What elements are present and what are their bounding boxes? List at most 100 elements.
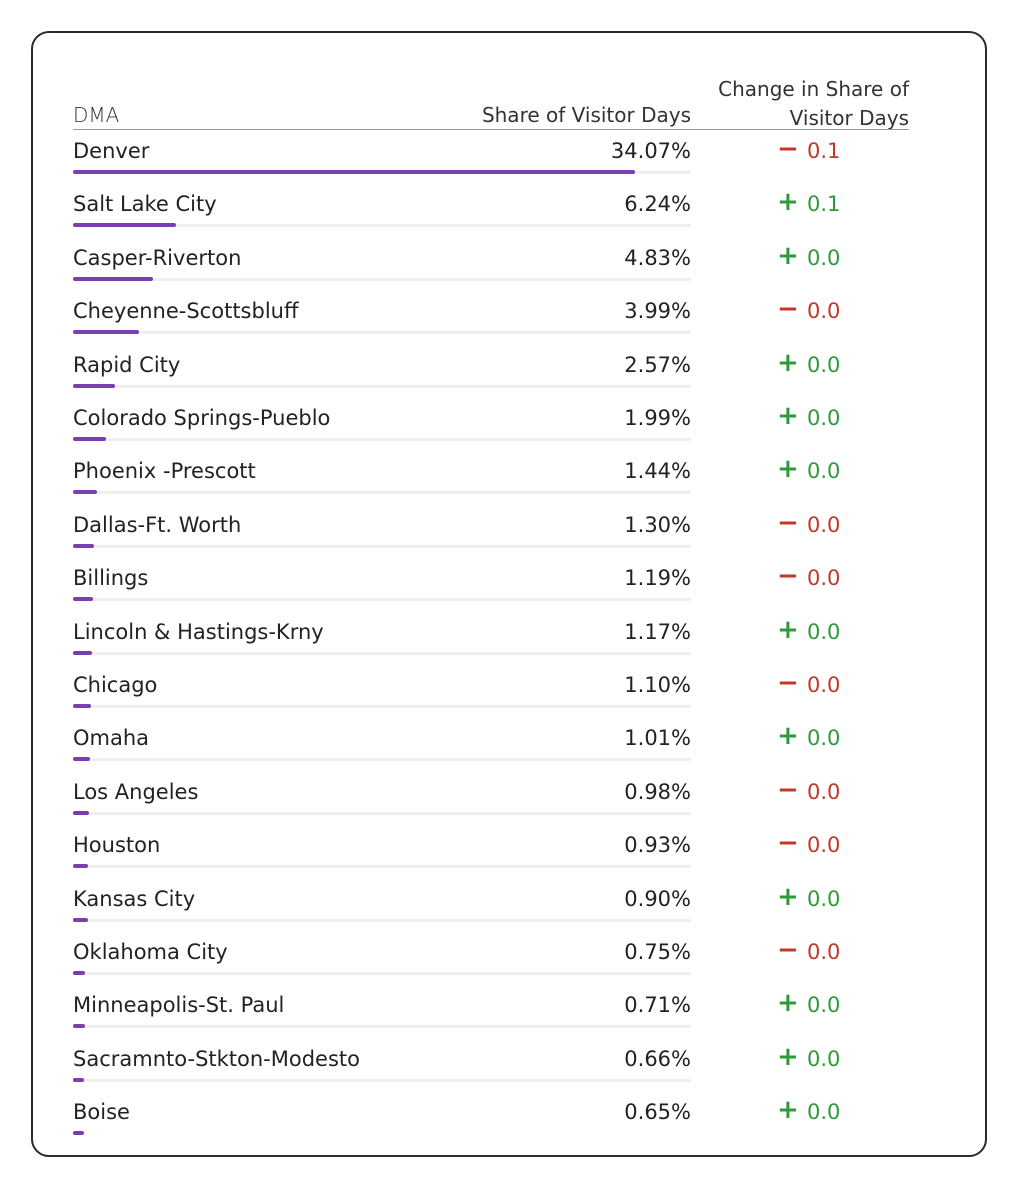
plus-icon: + (777, 1095, 799, 1126)
table-row: Rapid City 2.57% +0.0 (73, 350, 909, 393)
change-number: 0.0 (807, 619, 841, 644)
dma-name: Colorado Springs-Pueblo (73, 406, 331, 430)
table-row: Denver 34.07% −0.1 (73, 134, 909, 179)
table-row: Dallas-Ft. Worth 1.30% −0.0 (73, 507, 909, 553)
share-bar (73, 650, 93, 655)
share-bar (73, 543, 95, 548)
dma-name: Omaha (73, 726, 150, 751)
dma-name: Phoenix -Prescott (73, 459, 256, 484)
table-row: Minneapolis-St. Paul 0.71% +0.0 (73, 990, 909, 1033)
minus-icon: − (777, 935, 799, 965)
change-value: +0.0 (777, 1041, 840, 1072)
minus-icon: − (777, 134, 799, 164)
table-row: Kansas City 0.90% +0.0 (73, 881, 909, 927)
share-bar-track (73, 491, 691, 495)
dma-name: Rapid City (73, 352, 181, 377)
dma-name: Salt Lake City (73, 192, 217, 217)
table-row: Sacramnto-Stkton-Modesto 0.66% +0.0 (73, 1041, 909, 1087)
dma-name: Boise (73, 1100, 130, 1125)
change-value: −0.0 (777, 668, 841, 698)
plus-icon: + (777, 401, 799, 431)
share-bar (73, 971, 86, 975)
minus-icon: − (777, 828, 799, 859)
change-number: 0.0 (807, 673, 841, 697)
share-bar (73, 810, 90, 815)
share-value: 0.66% (624, 1046, 691, 1071)
share-bar-track (73, 544, 691, 548)
column-header-change: Change in Share of Visitor Days (693, 75, 909, 133)
plus-icon: + (777, 1041, 799, 1072)
change-value: +0.0 (777, 990, 840, 1017)
share-bar (73, 330, 139, 335)
minus-icon: − (777, 507, 799, 538)
table-row: Cheyenne-Scottsbluff 3.99% −0.0 (73, 294, 909, 339)
change-number: 0.0 (807, 833, 841, 858)
table-row: Billings 1.19% −0.0 (73, 561, 909, 606)
column-header-change-line1: Change in Share of (718, 77, 909, 101)
share-value: 6.24% (624, 192, 691, 217)
table-row: Oklahoma City 0.75% −0.0 (73, 935, 909, 980)
dma-name: Lincoln & Hastings-Krny (73, 619, 324, 644)
change-value: +0.0 (777, 614, 841, 645)
dma-name: Billings (73, 566, 149, 591)
share-bar-track (73, 1078, 691, 1082)
dma-name: Kansas City (73, 886, 196, 911)
share-value: 1.17% (624, 619, 691, 644)
change-number: 0.0 (807, 566, 841, 591)
share-value: 1.19% (624, 566, 691, 591)
change-number: 0.0 (807, 512, 841, 537)
share-bar-track (73, 865, 691, 869)
share-bar-track (73, 384, 691, 388)
minus-icon: − (777, 774, 799, 805)
change-value: −0.0 (777, 935, 840, 965)
share-value: 4.83% (624, 245, 691, 270)
dma-name: Minneapolis-St. Paul (73, 993, 285, 1018)
table-row: Chicago 1.10% −0.0 (73, 668, 909, 713)
share-bar (73, 437, 106, 441)
table-body: Denver 34.07% −0.1 Salt Lake City 6.24% +0.1 C… (33, 33, 989, 1159)
share-value: 0.93% (624, 833, 691, 858)
share-bar (73, 757, 90, 762)
change-value: +0.0 (777, 456, 841, 484)
share-bar (73, 704, 92, 708)
change-value: +0.0 (777, 1095, 841, 1126)
share-value: 1.10% (624, 673, 691, 697)
table-row: Lincoln & Hastings-Krny 1.17% +0.0 (73, 614, 909, 660)
share-bar (73, 917, 88, 922)
change-number: 0.0 (807, 1100, 841, 1125)
table-row: Casper-Riverton 4.83% +0.0 (73, 243, 909, 286)
table-row: Salt Lake City 6.24% +0.1 (73, 187, 909, 232)
change-value: +0.1 (777, 187, 840, 218)
share-bar-track (73, 651, 691, 655)
table-row: Colorado Springs-Pueblo 1.99% +0.0 (73, 401, 909, 446)
share-bar (73, 170, 635, 174)
share-bar-track (73, 224, 691, 228)
minus-icon: − (777, 668, 799, 698)
change-value: −0.0 (777, 828, 841, 859)
dma-name: Sacramnto-Stkton-Modesto (73, 1046, 360, 1071)
plus-icon: + (777, 187, 799, 218)
share-bar (73, 1131, 84, 1136)
share-value: 1.99% (624, 406, 691, 430)
minus-icon: − (777, 294, 799, 325)
minus-icon: − (777, 561, 799, 592)
share-bar-track (73, 972, 691, 975)
share-bar-track (73, 438, 691, 441)
share-bar-track (73, 811, 691, 815)
change-value: −0.0 (777, 774, 840, 805)
change-number: 0.0 (807, 459, 841, 484)
dma-name: Denver (73, 139, 150, 163)
share-value: 0.90% (624, 886, 691, 911)
table-header: DMA Share of Visitor Days Change in Shar… (33, 33, 989, 133)
change-value: +0.0 (777, 401, 840, 431)
table-row: Los Angeles 0.98% −0.0 (73, 774, 909, 820)
change-value: −0.0 (777, 294, 840, 325)
dma-name: Oklahoma City (73, 940, 228, 964)
share-value: 0.75% (624, 940, 691, 964)
change-number: 0.1 (807, 139, 841, 163)
dma-name: Los Angeles (73, 779, 199, 804)
plus-icon: + (777, 614, 799, 645)
table-card: DMA Share of Visitor Days Change in Shar… (31, 31, 987, 1157)
table-row: Boise 0.65% +0.0 (73, 1095, 909, 1140)
plus-icon: + (777, 881, 799, 912)
